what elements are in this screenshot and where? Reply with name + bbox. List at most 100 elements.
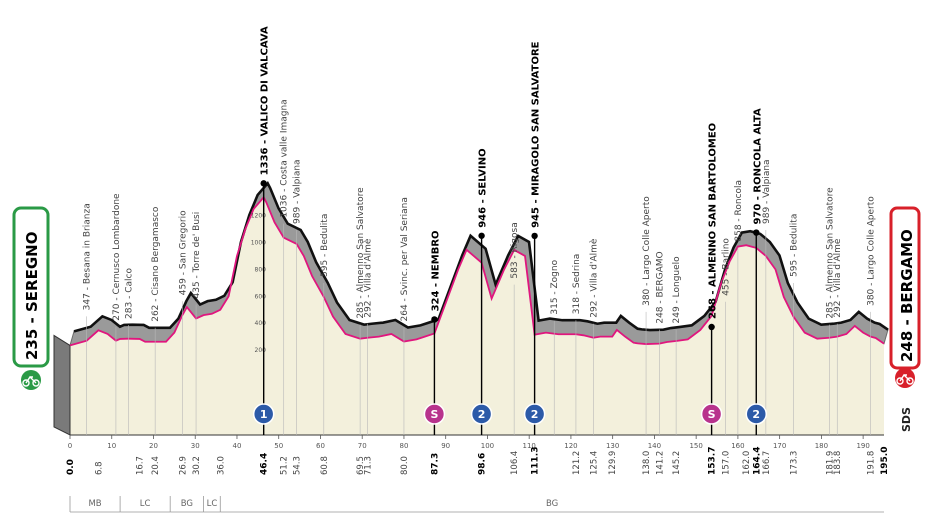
point-label: 459 - San Gregorio (178, 210, 188, 295)
gpm-marker (252, 403, 275, 425)
gpm-marker (745, 403, 768, 425)
region-label: LC (140, 499, 151, 509)
distance-label: 125.4 (589, 451, 599, 475)
gpm-marker (470, 403, 493, 425)
km-tick-label: 30 (191, 442, 200, 450)
profile-left-edge (53, 334, 71, 436)
start-badge: 235 - SEREGNO (12, 206, 50, 390)
elevation-tick-label: 1200 (251, 213, 266, 220)
distance-label: 183.8 (833, 451, 843, 475)
summit-dot (531, 232, 538, 240)
point-label: 583 - Rigosa (510, 222, 520, 278)
point-label: 318 - Sedrina (572, 254, 582, 315)
km-tick-label: 150 (689, 442, 702, 450)
distance-label: 157.0 (721, 451, 731, 475)
distance-label: 98.6 (478, 453, 488, 475)
point-label: 347 - Besana in Brianza (83, 203, 93, 310)
race-logo: SDS (900, 407, 913, 432)
region-label: BG (546, 499, 558, 509)
sprint-marker-symbol: S (708, 408, 716, 421)
distance-label: 138.0 (642, 451, 652, 475)
distance-label: 141.2 (655, 451, 665, 475)
sprint-marker (700, 403, 723, 425)
km-tick-label: 110 (522, 442, 535, 450)
km-tick-label: 130 (606, 442, 619, 450)
distance-label: 26.9 (178, 456, 188, 475)
km-ticks: 0 10 20 30 40 50 60 70 80 90 100 110 120 130 140 150 160… (68, 435, 870, 450)
distance-label: 36.0 (216, 456, 226, 475)
elevation-tick-label: 800 (255, 266, 267, 273)
summit-label: 1336 - VALICO DI VALCAVA (260, 26, 271, 175)
point-label: 285 - Almenno San Salvatore (825, 187, 835, 319)
gpm-marker-symbol: 2 (478, 408, 486, 421)
summit-dot (478, 232, 485, 239)
point-label: 248 - BERGAMO (655, 251, 665, 323)
distance-labels: 0.0 6.8 16.7 20.4 26.9 30.2 36.0 46.4 51.2 54.3 60… (66, 447, 890, 475)
distance-label: 106.4 (510, 451, 520, 475)
km-tick-label: 100 (481, 442, 494, 450)
distance-label: 46.4 (260, 453, 270, 475)
point-label: 262 - Cisano Bergamasco (151, 206, 161, 322)
region-label: MB (88, 499, 101, 509)
finish-badge-label: 248 - BERGAMO (898, 229, 916, 362)
point-label: 595 - Bedulita (789, 214, 799, 277)
km-tick-label: 120 (564, 442, 577, 450)
distance-label: 153.7 (708, 447, 718, 475)
cyclist-icon (22, 375, 40, 387)
gpm-marker-symbol: 1 (260, 408, 268, 421)
finish-icon (895, 368, 915, 388)
summit-dot (260, 180, 267, 187)
summit-dot (708, 323, 715, 331)
summit-label: 268 - ALMENNO SAN BARTOLOMEO (708, 123, 719, 319)
point-label: 270 - Cernusco Lombardone (112, 193, 122, 321)
point-label: 283 - Calco (124, 268, 134, 319)
point-label: 292 - Villa d'Almè (363, 238, 374, 318)
distance-label: 162.0 (742, 451, 752, 475)
point-label: 435 - Torre de' Busi (192, 212, 202, 299)
markers: 1 S 2 2 S 2 (252, 403, 768, 425)
distance-label: 164.4 (752, 447, 762, 475)
km-tick-label: 180 (815, 442, 828, 450)
summit-dot (753, 229, 760, 236)
gpm-marker (523, 403, 546, 425)
distance-label: 71.3 (364, 456, 374, 475)
summit-label: 945 - MIRAGOLO SAN SALVATORE (531, 41, 542, 228)
km-tick-label: 90 (441, 442, 450, 450)
point-label: 858 - Roncola (734, 180, 744, 242)
point-labels: 347 - Besana in Brianza 270 - Cernusco Lo… (83, 99, 877, 435)
summit-label: 970 - RONCOLA ALTA (752, 108, 763, 224)
distance-label: 191.8 (867, 451, 877, 475)
km-tick-label: 10 (107, 442, 116, 450)
start-badge-label: 235 - SEREGNO (23, 232, 41, 360)
elevation-tick-label: 200 (255, 347, 267, 354)
region-bar: MB LC BG LC BG (69, 496, 884, 513)
summit-dot (431, 316, 438, 323)
point-label: 249 - Longuelo (672, 256, 682, 324)
point-label: 285 - Almenno San Salvatore (356, 187, 366, 319)
point-label: 380 - Largo Colle Aperto (867, 196, 877, 306)
distance-label: 60.8 (320, 456, 330, 475)
point-label: 315 - Zogno (550, 259, 560, 314)
cyclist-icon (896, 373, 914, 385)
distance-label: 87.3 (430, 453, 440, 475)
elevation-tick-label: 600 (255, 293, 267, 300)
gpm-marker-symbol: 2 (531, 408, 539, 421)
point-label: 1036 - Costa valle Imagna (280, 99, 290, 217)
elevation-tick-label: 1000 (251, 240, 266, 247)
distance-label: 0.0 (66, 459, 76, 475)
elevation-tick-label: 400 (255, 320, 267, 327)
point-label: 292 - Villa d'Almè (832, 238, 843, 318)
distance-label: 30.2 (192, 456, 202, 475)
sprint-marker-symbol: S (430, 408, 438, 421)
km-tick-label: 160 (731, 442, 744, 450)
km-tick-label: 80 (399, 442, 408, 450)
distance-label: 129.9 (608, 451, 618, 475)
distance-label: 111.3 (531, 447, 541, 475)
point-label: 264 - Svinc. per Val Seriana (400, 197, 410, 321)
point-label: 595 - Bedulita (320, 214, 330, 277)
distance-label: 121.2 (572, 451, 582, 475)
km-tick-label: 190 (856, 442, 869, 450)
km-tick-label: 0 (68, 442, 72, 450)
distance-label: 16.7 (136, 456, 146, 475)
